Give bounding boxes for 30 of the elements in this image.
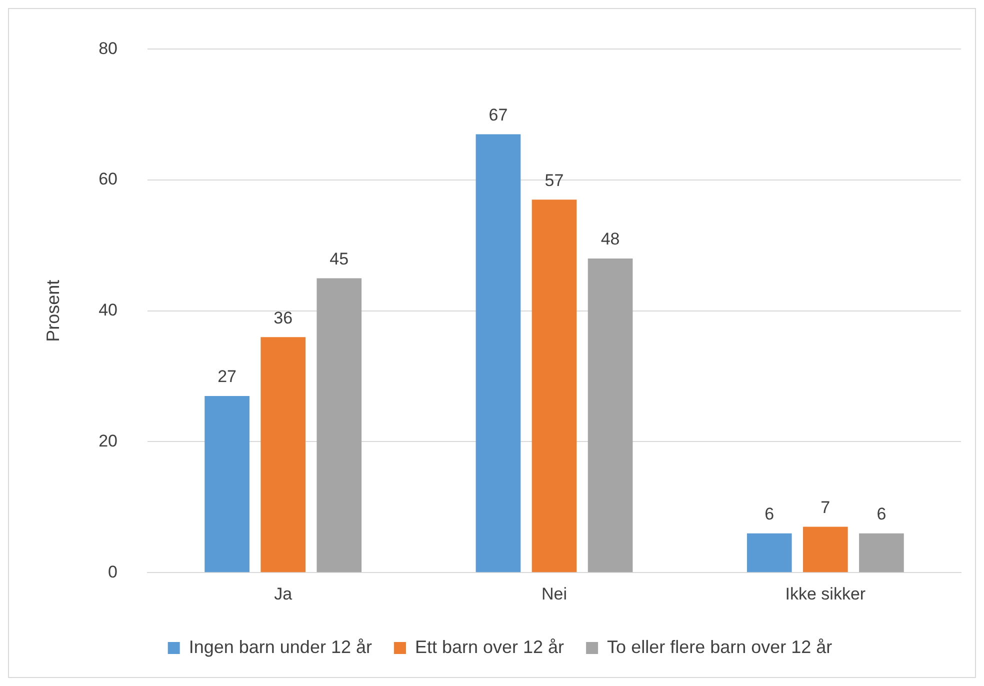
data-label: 45	[330, 249, 349, 268]
legend-label: Ett barn over 12 år	[414, 636, 564, 657]
x-tick-label: Ikke sikker	[785, 584, 866, 604]
y-tick-label: 60	[98, 170, 118, 189]
bar	[859, 533, 904, 572]
y-tick-label: 40	[98, 300, 118, 320]
data-label: 67	[488, 105, 508, 124]
x-tick-label: Ja	[274, 584, 293, 604]
bar	[204, 396, 250, 572]
bar	[476, 134, 521, 572]
data-label: 6	[764, 504, 774, 524]
bar	[803, 526, 848, 572]
y-axis-title: Prosent	[42, 280, 63, 342]
legend-label: Ingen barn under 12 år	[188, 636, 372, 657]
y-tick-label: 0	[108, 562, 118, 582]
data-label: 6	[876, 504, 886, 524]
data-label: 7	[820, 498, 830, 517]
y-tick-label: 20	[98, 431, 118, 450]
data-label: 27	[218, 367, 237, 386]
bar	[260, 337, 306, 572]
y-tick-label: 80	[98, 38, 118, 58]
x-tick-label: Nei	[541, 584, 568, 604]
data-label: 36	[274, 308, 293, 328]
bar	[316, 278, 362, 572]
data-label: 48	[600, 230, 620, 249]
bar	[746, 533, 792, 572]
bar	[588, 258, 633, 572]
bar	[532, 200, 577, 572]
legend-label: To eller flere barn over 12 år	[607, 636, 832, 657]
data-label: 57	[544, 170, 564, 190]
